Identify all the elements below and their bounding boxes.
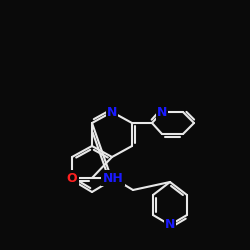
Text: O: O (67, 172, 77, 184)
Text: N: N (165, 218, 175, 232)
Text: NH: NH (103, 172, 124, 184)
Text: N: N (157, 106, 167, 118)
Text: N: N (107, 106, 117, 118)
